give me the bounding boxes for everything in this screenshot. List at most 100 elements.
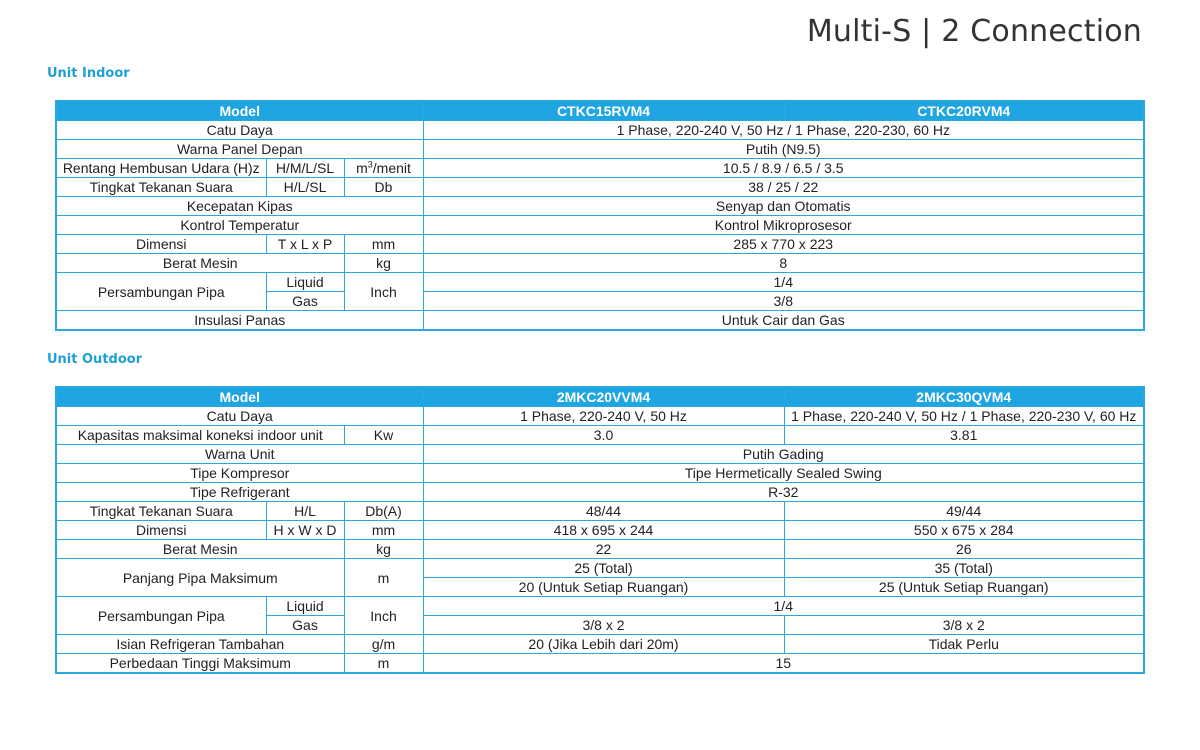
indoor-spec-table: Model CTKC15RVM4 CTKC20RVM4 Catu Daya 1 … [55, 100, 1145, 331]
row-label: Dimensi [55, 234, 267, 254]
row-value: Putih Gading [422, 444, 1145, 464]
row-sub: Gas [265, 615, 345, 635]
row-unit: mm [343, 234, 424, 254]
row-value: 49/44 [783, 501, 1145, 521]
row-label: Kontrol Temperatur [55, 215, 424, 235]
row-sub: Gas [265, 291, 345, 311]
row-label: Berat Mesin [55, 253, 345, 273]
row-unit: kg [343, 253, 424, 273]
page-title: Multi-S | 2 Connection [806, 14, 1142, 49]
table-row: Kapasitas maksimal koneksi indoor unit K… [55, 425, 1145, 445]
row-value: Untuk Cair dan Gas [422, 310, 1145, 331]
row-label: Panjang Pipa Maksimum [55, 558, 345, 597]
table-row: Dimensi H x W x D mm 418 x 695 x 244 550… [55, 520, 1145, 540]
row-value: 1 Phase, 220-240 V, 50 Hz / 1 Phase, 220… [783, 406, 1145, 426]
table-row: Tipe Kompresor Tipe Hermetically Sealed … [55, 463, 1145, 483]
row-value: 8 [422, 253, 1145, 273]
row-value: Kontrol Mikroprosesor [422, 215, 1145, 235]
row-sub: T x L x P [265, 234, 345, 254]
row-unit: m3/menit [343, 158, 424, 178]
row-label: Persambungan Pipa [55, 596, 267, 635]
table-row: Rentang Hembusan Udara (H)z H/M/L/SL m3/… [55, 158, 1145, 178]
row-value: 1 Phase, 220-240 V, 50 Hz [422, 406, 785, 426]
model-col1-header: 2MKC20VVM4 [422, 386, 785, 407]
row-label: Warna Panel Depan [55, 139, 424, 159]
row-sub: H/M/L/SL [265, 158, 345, 178]
row-label: Warna Unit [55, 444, 424, 464]
row-value: Senyap dan Otomatis [422, 196, 1145, 216]
row-value: 25 (Untuk Setiap Ruangan) [783, 577, 1145, 597]
table-row: Dimensi T x L x P mm 285 x 770 x 223 [55, 234, 1145, 254]
table-row: Kontrol Temperatur Kontrol Mikroprosesor [55, 215, 1145, 235]
row-label: Tipe Kompresor [55, 463, 424, 483]
row-sub: H/L/SL [265, 177, 345, 197]
row-value: R-32 [422, 482, 1145, 502]
table-row: Panjang Pipa Maksimum m 25 (Total) 35 (T… [55, 558, 1145, 597]
row-value: 48/44 [422, 501, 785, 521]
row-value: 20 (Jika Lebih dari 20m) [422, 634, 785, 654]
model-header: Model [55, 386, 424, 407]
row-label: Tingkat Tekanan Suara [55, 501, 267, 521]
row-unit: Db [343, 177, 424, 197]
row-value: 418 x 695 x 244 [422, 520, 785, 540]
row-label: Persambungan Pipa [55, 272, 267, 311]
row-label: Perbedaan Tinggi Maksimum [55, 653, 345, 674]
table-row: Isian Refrigeran Tambahan g/m 20 (Jika L… [55, 634, 1145, 654]
table-row: Berat Mesin kg 22 26 [55, 539, 1145, 559]
row-value: 1/4 [422, 272, 1145, 292]
model-col2-header: CTKC20RVM4 [783, 100, 1145, 121]
section-label-outdoor: Unit Outdoor [47, 352, 143, 367]
table-header-row: Model 2MKC20VVM4 2MKC30QVM4 [55, 386, 1145, 407]
row-value: 20 (Untuk Setiap Ruangan) [422, 577, 785, 597]
row-unit: Inch [343, 272, 424, 311]
table-row: Kecepatan Kipas Senyap dan Otomatis [55, 196, 1145, 216]
row-label: Kapasitas maksimal koneksi indoor unit [55, 425, 345, 445]
table-row: Tingkat Tekanan Suara H/L Db(A) 48/44 49… [55, 501, 1145, 521]
row-label: Tingkat Tekanan Suara [55, 177, 267, 197]
table-row: Berat Mesin kg 8 [55, 253, 1145, 273]
row-value: 3.81 [783, 425, 1145, 445]
table-row: Persambungan Pipa Liquid Inch 1/4 [55, 272, 1145, 311]
row-value: 15 [422, 653, 1145, 674]
model-col2-header: 2MKC30QVM4 [783, 386, 1145, 407]
row-unit: m [343, 653, 424, 674]
row-value: 35 (Total) [783, 558, 1145, 578]
row-value: Tidak Perlu [783, 634, 1145, 654]
row-unit: Inch [343, 596, 424, 635]
row-value: 38 / 25 / 22 [422, 177, 1145, 197]
row-value: 10.5 / 8.9 / 6.5 / 3.5 [422, 158, 1145, 178]
row-unit: mm [343, 520, 424, 540]
table-row: Warna Unit Putih Gading [55, 444, 1145, 464]
row-value: 3/8 x 2 [422, 615, 785, 635]
row-value: Tipe Hermetically Sealed Swing [422, 463, 1145, 483]
table-row: Perbedaan Tinggi Maksimum m 15 [55, 653, 1145, 674]
row-value: 3/8 x 2 [783, 615, 1145, 635]
row-value: 26 [783, 539, 1145, 559]
model-col1-header: CTKC15RVM4 [422, 100, 785, 121]
table-row: Insulasi Panas Untuk Cair dan Gas [55, 310, 1145, 331]
row-value: 550 x 675 x 284 [783, 520, 1145, 540]
table-row: Gas 3/8 [56, 291, 1145, 311]
row-label: Dimensi [55, 520, 267, 540]
row-label: Berat Mesin [55, 539, 345, 559]
row-value: 1 Phase, 220-240 V, 50 Hz / 1 Phase, 220… [422, 120, 1145, 140]
row-sub: H x W x D [265, 520, 345, 540]
model-header: Model [55, 100, 424, 121]
row-unit: g/m [343, 634, 424, 654]
row-unit: Db(A) [343, 501, 424, 521]
row-label: Isian Refrigeran Tambahan [55, 634, 345, 654]
row-sub: Liquid [265, 272, 345, 292]
table-row: Tingkat Tekanan Suara H/L/SL Db 38 / 25 … [55, 177, 1145, 197]
row-sub: H/L [265, 501, 345, 521]
outdoor-spec-table: Model 2MKC20VVM4 2MKC30QVM4 Catu Daya 1 … [55, 386, 1145, 674]
row-value: 3/8 [422, 291, 1145, 311]
row-unit: m [343, 558, 424, 597]
row-label: Rentang Hembusan Udara (H)z [55, 158, 267, 178]
row-label: Tipe Refrigerant [55, 482, 424, 502]
row-label: Insulasi Panas [55, 310, 424, 331]
section-label-indoor: Unit Indoor [47, 66, 130, 81]
row-value: 3.0 [422, 425, 785, 445]
row-value: 22 [422, 539, 785, 559]
row-sub: Liquid [265, 596, 345, 616]
table-row: Catu Daya 1 Phase, 220-240 V, 50 Hz 1 Ph… [55, 406, 1145, 426]
